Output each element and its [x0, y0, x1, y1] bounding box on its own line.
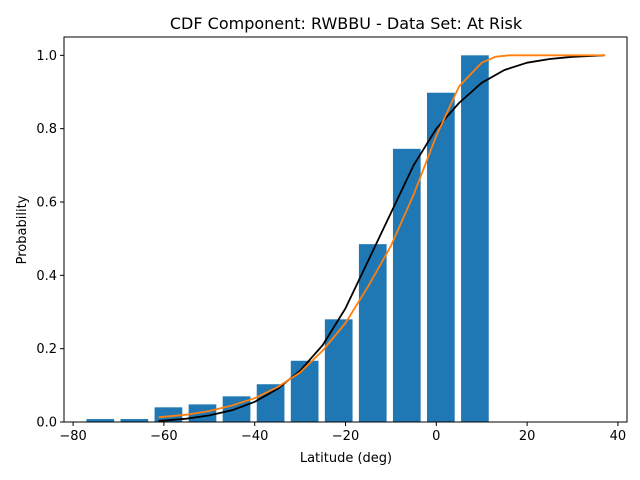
- chart-title: CDF Component: RWBBU - Data Set: At Risk: [170, 14, 523, 33]
- y-tick-label: 0.8: [36, 122, 57, 137]
- series-line: [158, 54, 606, 422]
- x-axis-ticks: −80 −60 −40 −20 0 20 40: [59, 422, 626, 444]
- x-tick-label: 20: [519, 429, 536, 444]
- y-tick-label: 0.2: [36, 342, 57, 357]
- y-tick-label: 0.6: [36, 196, 57, 211]
- x-tick-label: −40: [241, 429, 268, 444]
- x-tick-label: −80: [59, 429, 86, 444]
- bar: [358, 244, 387, 422]
- bar: [86, 419, 115, 422]
- bar: [290, 360, 319, 422]
- bar: [426, 92, 455, 422]
- y-tick-label: 0.4: [36, 269, 57, 284]
- x-tick-label: −60: [150, 429, 177, 444]
- x-tick-label: 0: [432, 429, 440, 444]
- lines-layer: [158, 54, 606, 422]
- bar: [461, 55, 489, 422]
- y-tick-label: 1.0: [36, 49, 57, 64]
- x-tick-label: 40: [610, 429, 627, 444]
- bar: [120, 419, 149, 422]
- x-tick-label: −20: [332, 429, 359, 444]
- bar: [154, 407, 183, 422]
- bars-layer: [86, 55, 489, 423]
- y-tick-label: 0.0: [36, 416, 57, 431]
- bar: [392, 148, 421, 423]
- x-axis-label: Latitude (deg): [300, 451, 392, 466]
- y-axis-ticks: 0.0 0.2 0.4 0.6 0.8 1.0: [36, 49, 64, 431]
- y-axis-label: Probability: [15, 195, 30, 264]
- bar: [324, 319, 353, 422]
- series-line: [158, 54, 606, 419]
